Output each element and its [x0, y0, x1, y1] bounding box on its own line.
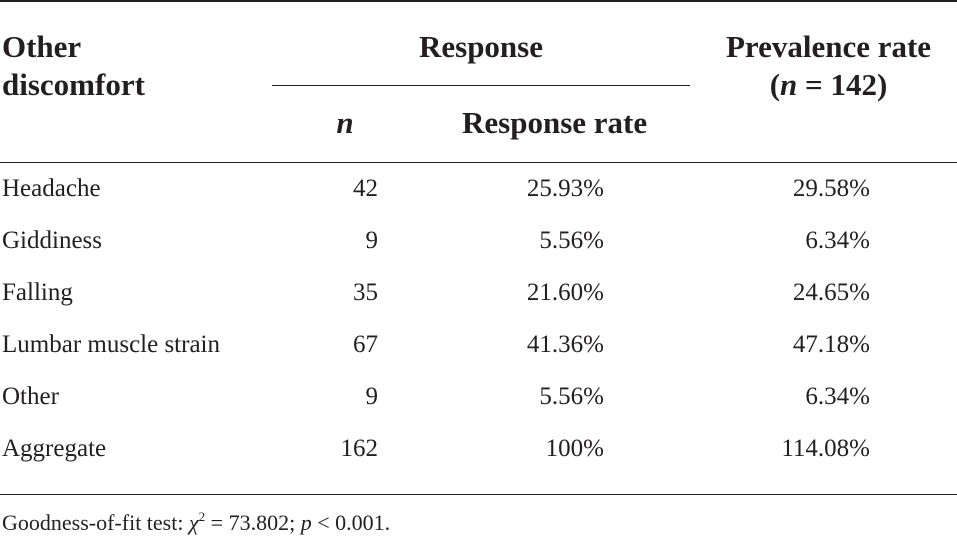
row-n: 35 — [353, 279, 378, 306]
top-rule — [0, 0, 957, 2]
footnote-chi-value: = 73.802; — [205, 510, 301, 535]
header-other-discomfort: Other discomfort — [2, 28, 145, 104]
row-response-rate: 21.60% — [526, 279, 604, 306]
row-label: Falling — [2, 279, 73, 306]
row-response-rate: 41.36% — [526, 331, 604, 358]
row-prevalence-rate: 6.34% — [805, 227, 870, 254]
row-n: 42 — [353, 175, 378, 202]
header-prevalence-line1: Prevalence rate — [725, 29, 932, 64]
row-response-rate: 5.56% — [539, 383, 604, 410]
footnote-chi: χ — [188, 510, 199, 535]
table-row: Other 9 5.56% 6.34% — [0, 371, 957, 423]
header-prevalence-rate: Prevalence rate (n = 142) — [700, 28, 957, 104]
header-prevalence-n: n — [780, 67, 798, 102]
row-prevalence-rate: 6.34% — [805, 383, 870, 410]
table-row: Aggregate 162 100% 114.08% — [0, 423, 957, 475]
header-response-rate: Response rate — [462, 105, 648, 140]
table-row: Falling 35 21.60% 24.65% — [0, 267, 957, 319]
row-n: 67 — [353, 331, 378, 358]
header-other-line1: Other — [2, 29, 82, 64]
header-response-group: Response — [418, 29, 543, 64]
table-row: Lumbar muscle strain 67 41.36% 47.18% — [0, 319, 957, 371]
row-label: Other — [2, 383, 59, 410]
row-label: Lumbar muscle strain — [2, 331, 220, 358]
row-prevalence-rate: 24.65% — [792, 279, 870, 306]
table-row: Headache 42 25.93% 29.58% — [0, 163, 957, 215]
footnote: Goodness-of-fit test: χ2 = 73.802; p < 0… — [2, 508, 390, 538]
row-n: 9 — [365, 227, 379, 254]
table-row: Giddiness 9 5.56% 6.34% — [0, 215, 957, 267]
footnote-p-value: < 0.001. — [311, 510, 391, 535]
header-prevalence-rest: = 142) — [797, 67, 888, 102]
row-label: Headache — [2, 175, 101, 202]
footnote-prefix: Goodness-of-fit test: — [2, 510, 189, 535]
row-label: Aggregate — [2, 435, 107, 462]
row-prevalence-rate: 114.08% — [781, 435, 870, 462]
bottom-rule — [0, 494, 957, 495]
row-n: 9 — [365, 383, 379, 410]
header-n: n — [336, 105, 354, 140]
footnote-p: p — [300, 510, 312, 535]
row-label: Giddiness — [2, 227, 102, 254]
header-other-line2: discomfort — [2, 67, 145, 102]
row-response-rate: 100% — [545, 435, 604, 462]
row-prevalence-rate: 47.18% — [792, 331, 870, 358]
row-response-rate: 25.93% — [526, 175, 604, 202]
row-prevalence-rate: 29.58% — [792, 175, 870, 202]
footnote-sup: 2 — [198, 509, 206, 524]
row-response-rate: 5.56% — [539, 227, 604, 254]
row-n: 162 — [340, 435, 379, 462]
response-span-rule — [272, 85, 690, 86]
header-rule — [0, 162, 957, 163]
header-prevalence-open: ( — [769, 67, 781, 102]
